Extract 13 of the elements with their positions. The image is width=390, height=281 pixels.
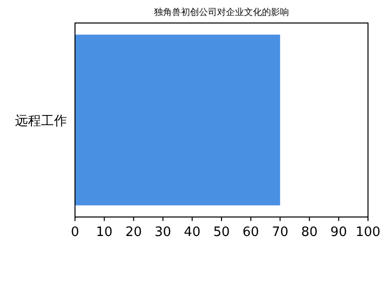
- chart-title: 独角兽初创公司对企业文化的影响: [154, 7, 289, 18]
- x-tick-label: 50: [213, 225, 230, 240]
- x-tick-label: 30: [154, 225, 172, 240]
- x-tick-label: 40: [184, 225, 200, 240]
- x-tick-label: 70: [272, 225, 288, 240]
- x-tick-label: 90: [330, 225, 347, 240]
- x-tick-label: 10: [96, 225, 113, 240]
- x-tick-label: 20: [125, 225, 142, 240]
- x-tick-label: 100: [356, 225, 380, 240]
- x-tick-label: 0: [70, 225, 80, 240]
- x-tick-label: 60: [242, 225, 260, 240]
- x-tick-label: 80: [301, 225, 318, 240]
- y-tick-label: 远程工作: [15, 114, 67, 129]
